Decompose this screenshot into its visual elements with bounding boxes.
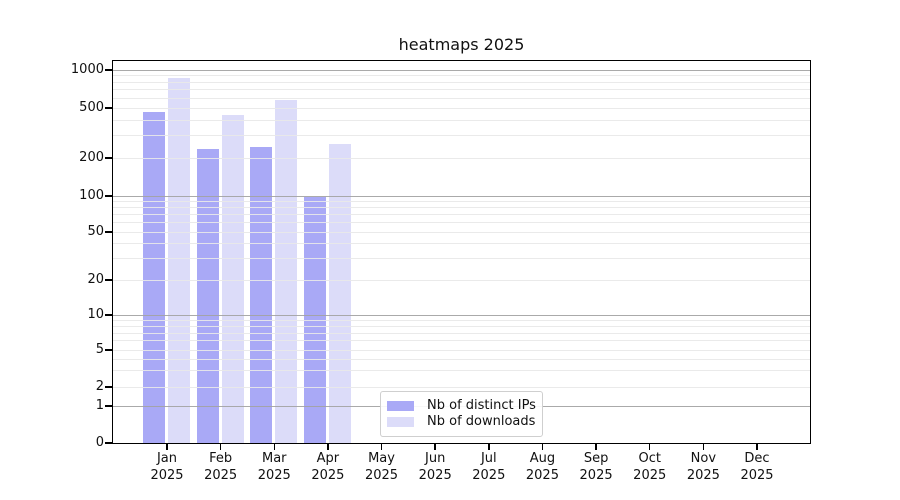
x-tick-mark-sep [595,444,597,450]
chart-title: heatmaps 2025 [398,35,525,54]
gridline-minor-500 [113,107,810,109]
x-tick-label-oct: Oct 2025 [633,451,667,483]
y-tick-label-5: 5 [95,342,104,357]
gridline-minor-40 [113,243,810,245]
legend-item-downloads: Nb of downloads [387,414,536,430]
gridline-minor-4 [113,358,810,360]
y-tick-mark-0 [104,442,112,444]
gridline-minor-7 [113,332,810,334]
bar-apr-downloads [328,143,351,443]
x-tick-label-nov: Nov 2025 [686,451,720,483]
x-tick-label-dec: Dec 2025 [740,451,774,483]
gridline-minor-2 [113,386,810,388]
y-tick-mark-200 [104,157,112,159]
x-tick-mark-oct [648,444,651,450]
y-tick-mark-10 [104,314,112,316]
legend-item-distinct-ips: Nb of distinct IPs [387,398,536,414]
y-tick-mark-500 [104,107,112,109]
gridline-minor-200 [113,157,810,159]
y-tick-mark-1 [104,405,112,407]
y-tick-label-500: 500 [79,100,104,115]
y-tick-label-20: 20 [87,272,104,287]
bar-feb-distinct-ips [196,149,219,443]
legend-swatch-distinct-ips [387,401,414,411]
x-tick-mark-mar [273,444,276,450]
bar-mar-distinct-ips [250,147,273,443]
legend-label-distinct-ips: Nb of distinct IPs [427,398,536,413]
bar-feb-downloads [221,115,244,443]
plot-area [112,60,811,444]
gridline-minor-900 [113,75,810,77]
gridline-minor-700 [113,89,810,91]
x-tick-mark-jan [166,444,168,450]
y-tick-label-200: 200 [79,150,104,165]
y-tick-label-10: 10 [87,307,104,322]
gridline-major-1000 [113,69,810,71]
legend-label-downloads: Nb of downloads [427,414,536,429]
y-tick-label-1000: 1000 [70,62,104,77]
x-tick-mark-apr [327,444,329,450]
y-tick-label-1: 1 [95,398,104,413]
gridline-minor-60 [113,222,810,224]
x-tick-label-jun: Jun 2025 [418,451,452,483]
x-tick-mark-may [380,444,383,450]
gridline-major-100 [113,195,810,197]
bar-apr-distinct-ips [303,196,326,443]
y-tick-label-0: 0 [95,435,104,450]
gridline-minor-6 [113,340,810,342]
gridline-minor-90 [113,200,810,202]
x-tick-label-jul: Jul 2025 [472,451,506,483]
x-tick-label-may: May 2025 [364,451,399,483]
x-tick-mark-nov [702,444,705,450]
y-tick-mark-2 [104,386,112,388]
legend: Nb of distinct IPs Nb of downloads [380,391,543,437]
gridline-minor-70 [113,214,810,216]
gridline-minor-800 [113,81,810,83]
gridline-minor-50 [113,231,810,233]
x-tick-mark-jul [488,444,490,450]
x-tick-mark-dec [756,444,758,450]
y-tick-mark-1000 [104,69,112,71]
x-tick-label-feb: Feb 2025 [204,451,238,483]
gridline-minor-300 [113,135,810,137]
gridline-minor-5 [113,349,810,351]
x-tick-label-aug: Aug 2025 [525,451,559,483]
y-tick-label-50: 50 [87,224,104,239]
bar-jan-distinct-ips [143,112,165,443]
x-tick-mark-aug [541,444,544,450]
bar-jan-downloads [168,77,190,443]
x-tick-label-jan: Jan 2025 [150,451,184,483]
gridline-minor-30 [113,258,810,260]
y-tick-label-2: 2 [95,379,104,394]
legend-swatch-downloads [387,417,414,427]
gridline-minor-20 [113,279,810,281]
y-tick-label-100: 100 [79,188,104,203]
gridline-minor-8 [113,325,810,327]
y-tick-mark-100 [104,195,112,197]
gridline-minor-9 [113,319,810,321]
gridline-minor-80 [113,207,810,209]
x-tick-label-apr: Apr 2025 [311,451,345,483]
y-tick-mark-50 [104,231,112,233]
gridline-minor-400 [113,119,810,121]
x-tick-label-mar: Mar 2025 [257,451,291,483]
y-tick-mark-20 [104,279,112,281]
x-tick-mark-jun [434,444,436,450]
y-tick-mark-5 [104,349,112,351]
gridline-minor-3 [113,370,810,372]
bar-mar-downloads [275,100,298,443]
x-tick-mark-feb [219,444,222,450]
gridline-minor-600 [113,97,810,99]
x-tick-label-sep: Sep 2025 [579,451,613,483]
gridline-major-10 [113,314,810,316]
